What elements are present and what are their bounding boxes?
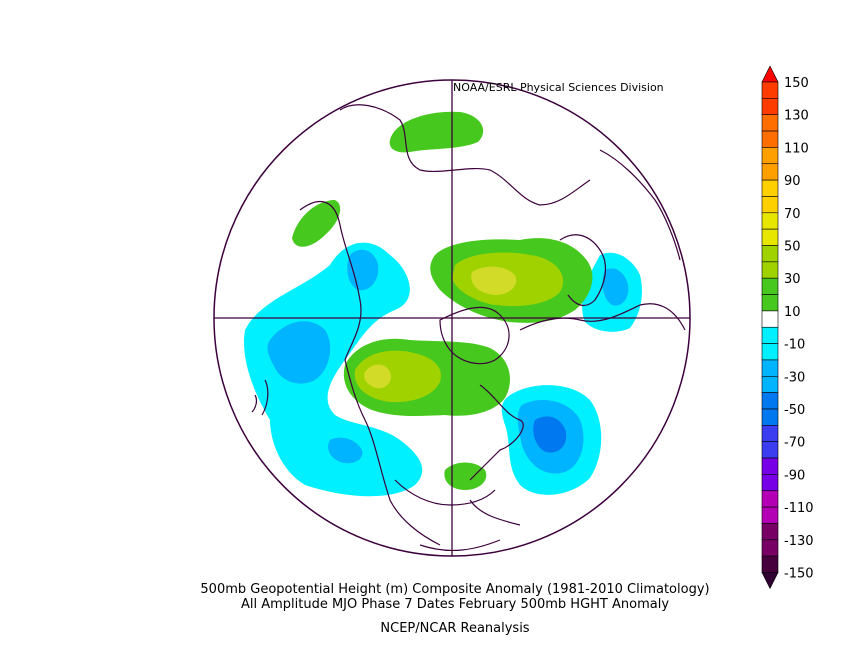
- caption-subtitle: All Amplitude MJO Phase 7 Dates February…: [240, 597, 670, 612]
- colorbar-cell: [761, 245, 779, 263]
- colorbar-cell: [761, 392, 779, 410]
- colorbar-tick-label: 110: [784, 141, 809, 156]
- colorbar-tick-label: 50: [784, 240, 801, 255]
- neg-anomaly-west-pacific: [244, 242, 423, 497]
- colorbar-tick-label: -10: [784, 338, 805, 353]
- colorbar-cell: [761, 228, 779, 246]
- colorbar-tick-label: -30: [784, 370, 805, 385]
- colorbar-cell: [761, 310, 779, 328]
- colorbar-cell: [761, 343, 779, 361]
- pos-anomaly-arctic-top: [389, 111, 484, 153]
- neg-anomaly-europe-core: [602, 268, 629, 306]
- colorbar-tick-label: 10: [784, 305, 801, 320]
- map-grid: [214, 80, 690, 556]
- colorbar-cell: [761, 212, 779, 230]
- colorbar-tick-label: -50: [784, 403, 805, 418]
- colorbar-cell: [761, 425, 779, 443]
- colorbar-cell: [761, 359, 779, 377]
- pos-anomaly-arctic-core: [471, 266, 517, 295]
- neg-anomaly-atlantic-core: [533, 416, 567, 453]
- colorbar-cell: [761, 261, 779, 279]
- colorbar-cell: [761, 277, 779, 295]
- colorbar-tick-label: -70: [784, 436, 805, 451]
- colorbar-cell: [761, 179, 779, 197]
- colorbar-cell: [761, 98, 779, 115]
- colorbar-tick-label: -90: [784, 468, 805, 483]
- colorbar-tick-label: -130: [784, 534, 814, 549]
- colorbar-cell: [761, 506, 779, 524]
- map-boundary: [213, 79, 691, 557]
- pos-anomaly-siberia: [292, 200, 341, 247]
- colorbar-tick-label: 150: [784, 76, 809, 91]
- colorbar-tick-label: 130: [784, 109, 809, 124]
- colorbar-cell: [761, 114, 779, 132]
- pos-anomaly-north-america-mid: [354, 350, 441, 403]
- colorbar-cell: [761, 408, 779, 426]
- colorbar-cell: [761, 130, 779, 148]
- colorbar-tick-label: -110: [784, 501, 814, 516]
- colorbar-cell: [761, 81, 779, 99]
- colorbar-bottom-arrow: [761, 572, 779, 590]
- pos-anomaly-gulf: [444, 462, 487, 490]
- caption-source: NCEP/NCAR Reanalysis: [380, 621, 530, 636]
- colorbar-cell: [761, 326, 779, 344]
- pos-anomaly-north-america-core: [364, 364, 391, 389]
- colorbar-cell: [761, 196, 779, 214]
- colorbar-tick-label: 90: [784, 174, 801, 189]
- credit-label: NOAA/ESRL Physical Sciences Division: [453, 81, 664, 94]
- colorbar-cell: [761, 555, 779, 573]
- colorbar-tick-label: 30: [784, 272, 801, 287]
- colorbar-cell: [761, 490, 779, 508]
- colorbar-tick-label: 70: [784, 207, 801, 222]
- colorbar-cell: [761, 523, 779, 541]
- colorbar-cell: [761, 147, 779, 165]
- anomaly-field: [244, 111, 642, 497]
- neg-anomaly-west-pacific-core: [267, 321, 331, 384]
- neg-anomaly-pacific-south: [328, 437, 363, 464]
- colorbar-cell: [761, 539, 779, 557]
- colorbar-cell: [761, 163, 779, 181]
- colorbar-tick-label: -150: [784, 567, 814, 582]
- neg-anomaly-alaska-strip: [347, 249, 379, 291]
- colorbar-cell: [761, 441, 779, 459]
- colorbar-cell: [761, 474, 779, 492]
- caption-title: 500mb Geopotential Height (m) Composite …: [200, 582, 710, 597]
- colorbar-cell: [761, 294, 779, 312]
- colorbar-top-arrow: [761, 65, 779, 83]
- colorbar-cell: [761, 457, 779, 475]
- colorbar-cell: [761, 375, 779, 393]
